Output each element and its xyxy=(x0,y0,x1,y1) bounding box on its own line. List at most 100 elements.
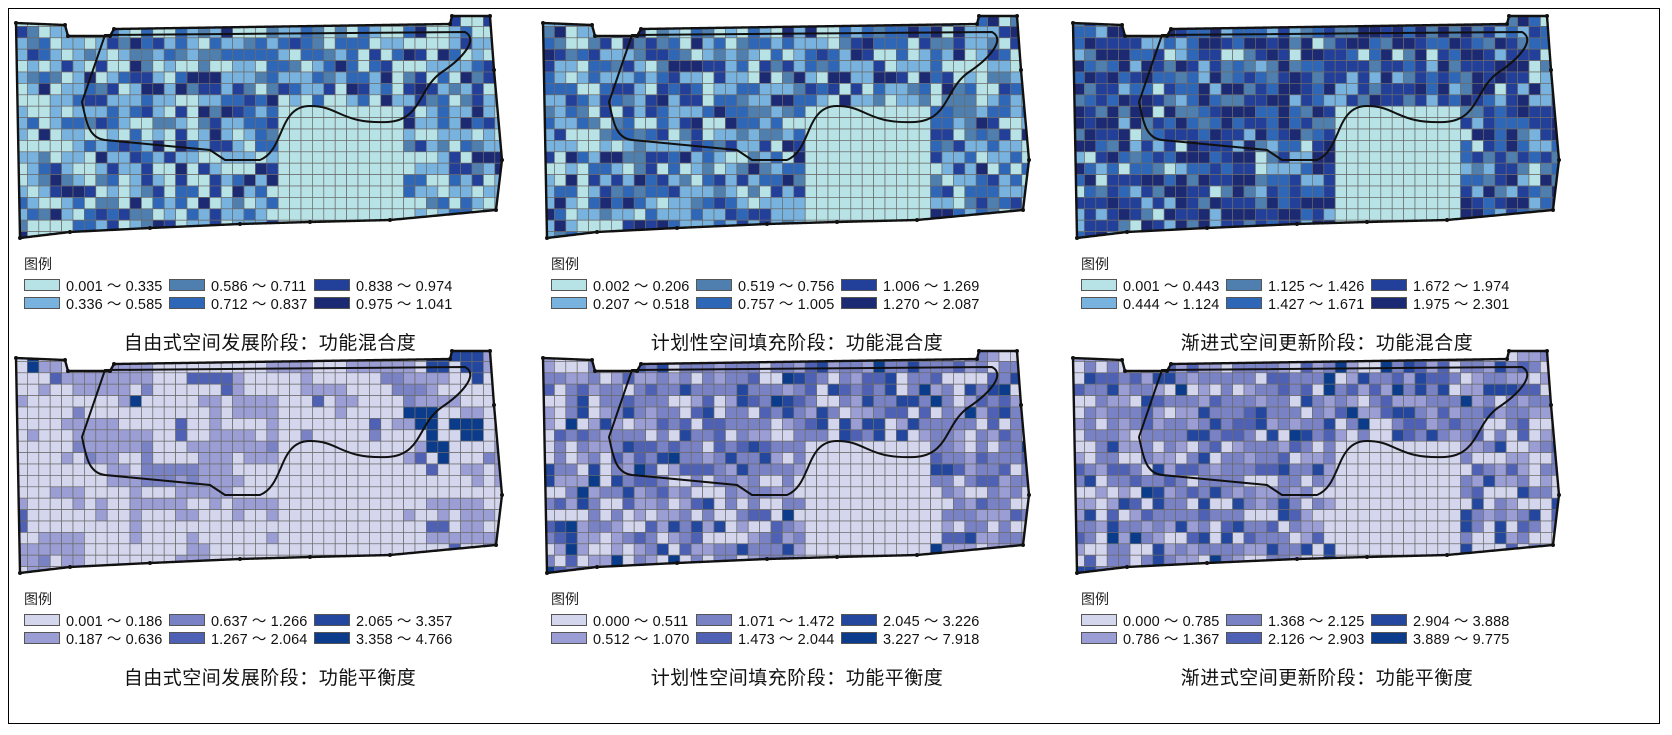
grid-cell xyxy=(747,372,760,385)
grid-cell xyxy=(72,60,85,73)
grid-cell xyxy=(588,475,601,488)
grid-cell xyxy=(95,418,108,431)
grid-cell xyxy=(243,105,256,118)
grid-cell xyxy=(713,395,726,408)
grid-cell xyxy=(141,509,154,522)
grid-cell xyxy=(690,105,703,118)
grid-cell xyxy=(782,83,795,96)
grid-cell xyxy=(1517,60,1530,73)
grid-cell xyxy=(255,71,268,84)
grid-cell xyxy=(1232,395,1245,408)
legend-item: 0.187 ～ 0.636 xyxy=(24,629,169,648)
grid-cell xyxy=(1346,418,1359,431)
grid-cell xyxy=(84,475,97,488)
grid-cell xyxy=(873,406,886,419)
grid-cell xyxy=(941,440,954,453)
grid-cell xyxy=(243,162,256,175)
grid-cell xyxy=(483,440,496,453)
grid-cell xyxy=(633,185,646,198)
grid-cell xyxy=(747,128,760,141)
grid-cell xyxy=(1391,83,1404,96)
grid-cell xyxy=(804,520,817,533)
grid-cell xyxy=(1220,372,1233,385)
legend-item: 1.975 ～ 2.301 xyxy=(1371,294,1516,313)
grid-cell xyxy=(816,37,829,50)
grid-cell xyxy=(1266,16,1279,27)
grid-cell xyxy=(941,117,954,130)
grid-cell xyxy=(850,117,863,130)
grid-cell xyxy=(668,208,681,221)
grid-cell xyxy=(930,151,943,164)
grid-cell xyxy=(1198,351,1211,362)
grid-cell xyxy=(782,361,795,374)
grid-cell xyxy=(918,185,931,198)
grid-cell xyxy=(1391,197,1404,210)
grid-cell xyxy=(1528,197,1541,210)
grid-cell xyxy=(884,532,897,545)
grid-cell xyxy=(782,197,795,210)
grid-cell xyxy=(1243,37,1256,50)
grid-cell xyxy=(1266,406,1279,419)
grid-cell xyxy=(747,231,760,238)
grid-cell xyxy=(16,361,28,374)
grid-cell xyxy=(391,60,404,73)
grid-cell xyxy=(266,509,279,522)
grid-cell xyxy=(334,140,347,153)
grid-cell xyxy=(1369,48,1382,61)
grid-cell xyxy=(448,71,461,84)
grid-cell xyxy=(129,372,142,385)
grid-cell xyxy=(770,486,783,499)
grid-cell xyxy=(312,509,325,522)
grid-cell xyxy=(588,94,601,107)
grid-cell xyxy=(380,117,393,130)
grid-cell xyxy=(679,151,692,164)
grid-cell xyxy=(918,372,931,385)
grid-cell xyxy=(357,151,370,164)
grid-cell xyxy=(964,463,977,476)
grid-cell xyxy=(850,83,863,96)
grid-cell xyxy=(186,83,199,96)
grid-cell xyxy=(1312,16,1325,27)
grid-cell xyxy=(266,361,279,374)
grid-cell xyxy=(243,406,256,419)
grid-cell xyxy=(964,372,977,385)
grid-cell xyxy=(1300,128,1313,141)
grid-cell xyxy=(588,140,601,153)
grid-cell xyxy=(576,486,589,499)
grid-cell xyxy=(163,395,176,408)
grid-cell xyxy=(163,486,176,499)
grid-cell xyxy=(391,554,404,567)
grid-cell xyxy=(198,418,211,431)
grid-cell xyxy=(770,37,783,50)
grid-cell xyxy=(437,128,450,141)
grid-cell xyxy=(633,197,646,210)
grid-cell xyxy=(1505,197,1518,210)
grid-cell xyxy=(861,566,874,573)
grid-cell xyxy=(930,219,943,232)
grid-cell xyxy=(770,520,783,533)
grid-cell xyxy=(1494,94,1507,107)
grid-cell xyxy=(622,509,635,522)
grid-cell xyxy=(736,509,749,522)
grid-cell xyxy=(1209,16,1222,27)
grid-cell xyxy=(483,554,496,567)
grid-cell xyxy=(1198,185,1211,198)
grid-cell xyxy=(930,497,943,510)
grid-cell xyxy=(554,140,567,153)
grid-cell xyxy=(576,395,589,408)
grid-cell xyxy=(554,475,567,488)
grid-cell xyxy=(770,140,783,153)
grid-cell xyxy=(565,440,578,453)
grid-cell xyxy=(460,520,473,533)
grid-cell xyxy=(1243,372,1256,385)
grid-cell xyxy=(770,94,783,107)
grid-cell xyxy=(1118,140,1131,153)
grid-cell xyxy=(323,231,336,238)
grid-cell xyxy=(369,440,382,453)
grid-cell xyxy=(471,185,484,198)
legend-label: 3.227 ～ 7.918 xyxy=(883,631,980,648)
grid-cell xyxy=(998,117,1011,130)
grid-cell xyxy=(72,509,85,522)
grid-cell xyxy=(243,71,256,84)
grid-cell xyxy=(1255,105,1268,118)
